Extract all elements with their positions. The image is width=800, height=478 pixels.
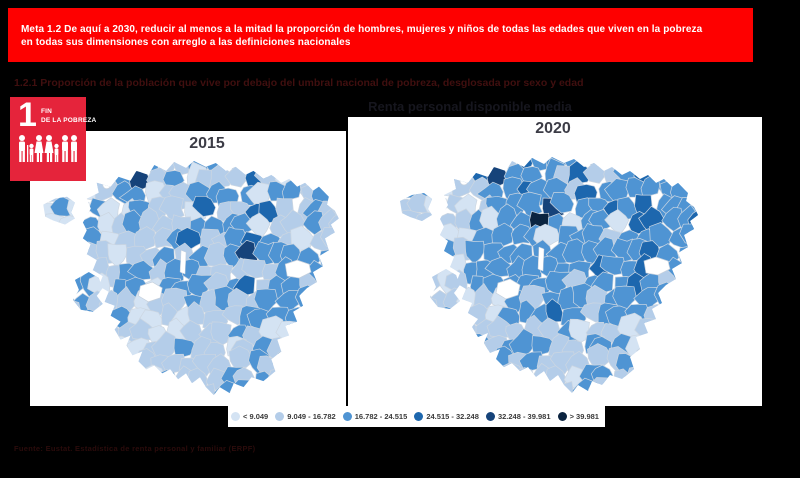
year-title-2020: 2020: [535, 120, 571, 137]
target-banner: Meta 1.2 De aquí a 2030, reducir al meno…: [8, 8, 753, 62]
legend-class-dot: [557, 412, 567, 421]
legend-class-label: 32.248 - 39.981: [497, 412, 551, 421]
choropleth-map-2020: [400, 157, 698, 393]
sdg-goal-label-line2: DE LA POBREZA: [41, 117, 97, 124]
legend-item: < 9.049: [231, 412, 268, 421]
legend-class-label: < 9.049: [243, 412, 269, 421]
legend-item: 9.049 - 16.782: [275, 412, 336, 421]
sdg-goal-number: 1: [18, 96, 37, 134]
legend-class-label: > 39.981: [569, 412, 599, 421]
indicator-text: 1.2.1 Proporción de la población que viv…: [14, 77, 584, 89]
legend-class-label: 9.049 - 16.782: [287, 412, 336, 421]
legend-item: 32.248 - 39.981: [485, 412, 551, 421]
legend-item: 24.515 - 32.248: [414, 412, 479, 421]
legend-class-label: 16.782 - 24.515: [354, 412, 408, 421]
banner-line-2: en todas sus dimensiones con arreglo a l…: [21, 37, 351, 48]
family-pictogram-icon: [19, 135, 77, 162]
source-footer: Fuente: Eustat. Estadística de renta per…: [14, 444, 256, 453]
legend-strip: < 9.049 9.049 - 16.782 16.782 - 24.515 2…: [228, 406, 605, 427]
legend-class-dot: [485, 412, 495, 421]
chart-title: Renta personal disponible media: [368, 99, 572, 114]
choropleth-map-2015: [43, 160, 339, 396]
legend-class-dot: [414, 412, 424, 421]
sdg-goal-label-line1: FIN: [41, 108, 53, 115]
legend-class-dot: [275, 412, 285, 421]
legend-class-label: 24.515 - 32.248: [426, 412, 479, 421]
legend-class-dot: [342, 412, 352, 421]
sdg1-badge: 1 FIN DE LA POBREZA: [10, 96, 96, 181]
year-title-2015: 2015: [189, 135, 225, 152]
legend-class-dot: [231, 412, 240, 421]
legend-item: 16.782 - 24.515: [342, 412, 408, 421]
banner-line-1: Meta 1.2 De aquí a 2030, reducir al meno…: [21, 24, 703, 35]
legend-item: > 39.981: [557, 412, 599, 421]
